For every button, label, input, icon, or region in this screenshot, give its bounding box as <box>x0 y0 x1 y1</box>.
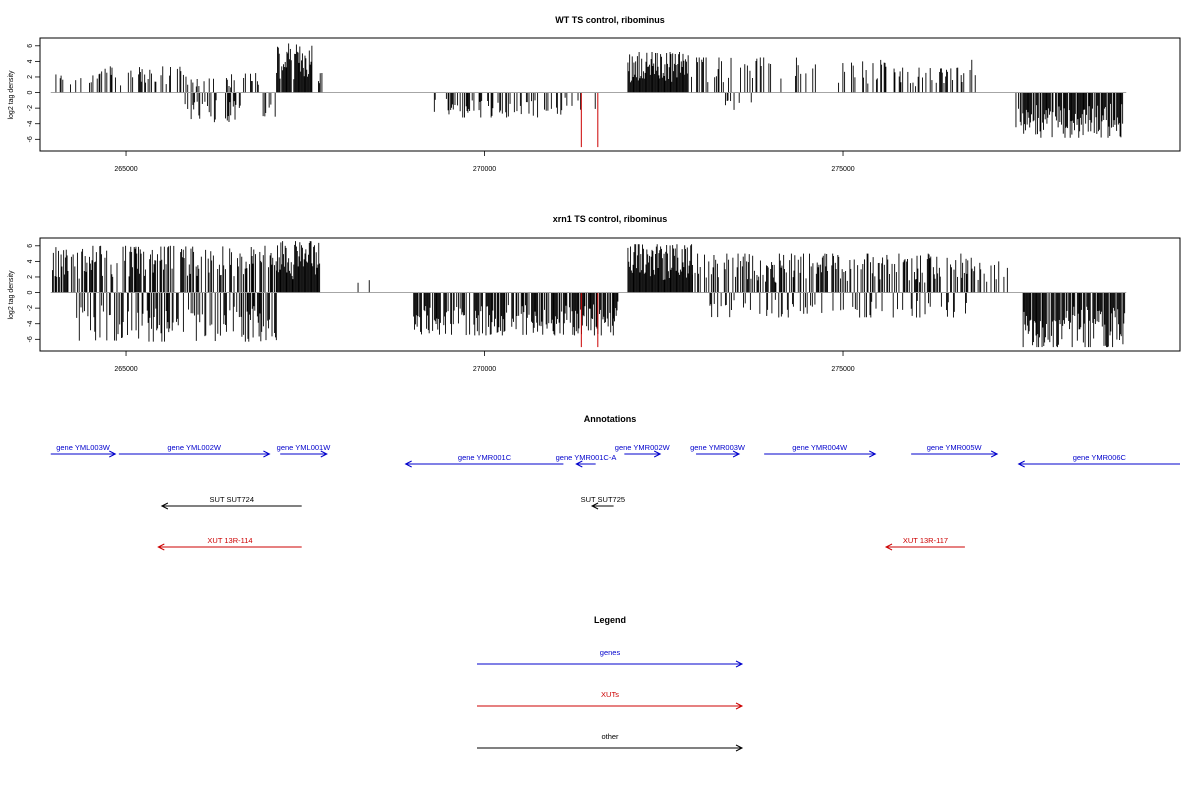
legend-item: other <box>477 732 744 752</box>
annotation-feature[interactable]: SUT SUT724 <box>160 495 302 510</box>
annotation-feature[interactable]: gene YMR005W <box>911 443 999 458</box>
feature-arrowhead <box>1017 460 1025 468</box>
feature-arrowhead <box>732 450 741 458</box>
x-tick-label: 275000 <box>831 366 854 373</box>
feature-label: gene YMR005W <box>927 443 983 452</box>
feature-arrowhead <box>990 450 999 458</box>
legend-label: XUTs <box>601 690 619 699</box>
panel-title: WT TS control, ribominus <box>555 15 665 25</box>
feature-label: XUT 13R-114 <box>207 536 252 545</box>
plot-frame <box>39 37 1181 152</box>
annotation-feature[interactable]: XUT 13R-114 <box>157 536 302 551</box>
plot-frame <box>39 237 1181 352</box>
axes: -6 -4 -2 0 2 4 6 265000 270000 275000 <box>27 237 1181 373</box>
feature-arrowhead <box>404 460 412 468</box>
y-axis-label: log2 tag density <box>8 270 15 320</box>
y-tick-label: 2 <box>27 275 34 279</box>
feature-arrowhead <box>109 450 117 458</box>
y-tick-label: 6 <box>27 44 34 48</box>
feature-label: gene YMR006C <box>1073 453 1127 462</box>
legend-arrowhead <box>735 702 744 710</box>
annotation-feature[interactable]: XUT 13R-117 <box>884 536 965 551</box>
legend-label: other <box>601 732 619 741</box>
y-tick-label: 2 <box>27 75 34 79</box>
x-tick-label: 265000 <box>114 166 137 173</box>
legend-item: XUTs <box>477 690 744 710</box>
density-bars <box>52 241 1126 348</box>
y-tick-label: -4 <box>27 121 34 127</box>
y-tick-label: -6 <box>27 336 34 342</box>
feature-label: SUT SUT725 <box>581 495 625 504</box>
annotation-feature[interactable]: gene YML003W <box>50 443 117 458</box>
feature-label: gene YMR002W <box>615 443 671 452</box>
y-tick-label: 4 <box>27 59 34 63</box>
panel-title: xrn1 TS control, ribominus <box>553 214 668 224</box>
feature-arrowhead <box>869 450 877 458</box>
annotation-feature[interactable]: gene YMR002W <box>615 443 671 458</box>
legend-title: Legend <box>594 615 626 625</box>
annotation-feature[interactable]: gene YML002W <box>118 443 271 458</box>
annotation-feature[interactable]: gene YMR001C <box>404 453 564 468</box>
y-tick-label: -2 <box>27 305 34 311</box>
y-tick-label: 0 <box>27 291 34 295</box>
feature-arrowhead <box>884 543 893 551</box>
wt-density-panel: WT TS control, ribominus log2 tag densit… <box>8 15 1181 173</box>
y-tick-label: 4 <box>27 259 34 263</box>
feature-arrowhead <box>653 450 662 458</box>
y-tick-label: -6 <box>27 136 34 142</box>
feature-label: SUT SUT724 <box>210 495 254 504</box>
y-tick-label: 6 <box>27 244 34 248</box>
legend-item: genes <box>477 648 744 668</box>
feature-label: gene YML003W <box>56 443 111 452</box>
xrn1-density-panel: xrn1 TS control, ribominus log2 tag dens… <box>8 214 1181 373</box>
annotations-title: Annotations <box>584 414 637 424</box>
feature-label: gene YMR003W <box>690 443 746 452</box>
annotation-features: gene YML003W gene YML002W gene YML001W gene… <box>50 443 1180 551</box>
y-tick-label: 0 <box>27 91 34 95</box>
legend: Legend genes XUTs other <box>477 615 744 752</box>
y-tick-label: -2 <box>27 105 34 111</box>
annotation-feature[interactable]: gene YMR006C <box>1017 453 1180 468</box>
feature-label: XUT 13R-117 <box>903 536 948 545</box>
legend-arrowhead <box>735 660 744 668</box>
feature-arrowhead <box>157 543 165 551</box>
feature-arrowhead <box>320 450 328 458</box>
feature-arrowhead <box>160 502 169 510</box>
annotation-feature[interactable]: gene YMR001C-A <box>556 453 617 468</box>
legend-arrowhead <box>735 744 744 752</box>
annotation-feature[interactable]: gene YML001W <box>277 443 332 458</box>
annotation-feature[interactable]: SUT SUT725 <box>581 495 625 510</box>
feature-arrowhead <box>590 502 599 510</box>
annotation-feature[interactable]: gene YMR004W <box>764 443 877 458</box>
feature-label: gene YMR004W <box>792 443 848 452</box>
feature-label: gene YMR001C <box>458 453 512 462</box>
axes: -6 -4 -2 0 2 4 6 265000 270000 275000 <box>27 37 1181 173</box>
feature-arrowhead <box>575 460 583 468</box>
density-bars <box>55 43 1124 148</box>
y-axis-label: log2 tag density <box>8 70 15 120</box>
y-tick-label: -4 <box>27 321 34 327</box>
feature-arrowhead <box>263 450 271 458</box>
x-tick-label: 270000 <box>473 166 496 173</box>
annotations-track: Annotations gene YML003W gene YML002W gene… <box>50 414 1180 551</box>
feature-label: gene YML001W <box>277 443 332 452</box>
x-tick-label: 265000 <box>114 366 137 373</box>
x-tick-label: 275000 <box>831 166 854 173</box>
annotation-feature[interactable]: gene YMR003W <box>690 443 746 458</box>
legend-label: genes <box>600 648 621 657</box>
feature-label: gene YMR001C-A <box>556 453 617 462</box>
legend-items: genes XUTs other <box>477 648 744 752</box>
feature-label: gene YML002W <box>167 443 222 452</box>
x-tick-label: 270000 <box>473 366 496 373</box>
